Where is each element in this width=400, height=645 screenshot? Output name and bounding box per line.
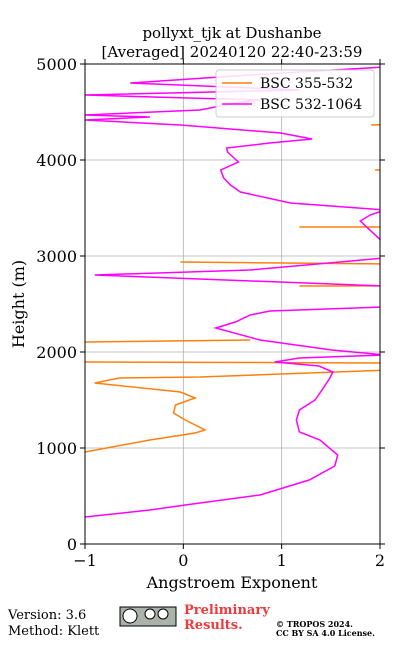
y-tick-label: 5000: [36, 55, 77, 74]
preliminary: Results.: [184, 618, 243, 633]
x-axis-label: Angstroem Exponent: [146, 573, 318, 592]
chart-title: pollyxt_tjk at Dushanbe: [142, 24, 321, 42]
x-tick-label: 0: [178, 551, 188, 570]
x-tick-label: 2: [375, 551, 385, 570]
x-tick-label: 1: [277, 551, 287, 570]
legend-label: BSC 355-532: [260, 76, 353, 92]
y-tick-label: 3000: [36, 247, 77, 266]
y-axis-label: Height (m): [9, 260, 28, 348]
y-tick-label: 4000: [36, 151, 77, 170]
series-line: [85, 124, 380, 453]
preliminary: Preliminary: [184, 603, 270, 618]
cc-badge: [119, 606, 177, 627]
y-tick-label: 1000: [36, 439, 77, 458]
y-tick-label: 0: [67, 535, 77, 554]
chart-subtitle: [Averaged] 20240120 22:40-23:59: [102, 43, 363, 61]
copyright: CC BY SA 4.0 License.: [276, 628, 375, 638]
version: Version: 3.6: [7, 608, 86, 623]
series-line: [85, 66, 380, 518]
x-tick-label: −1: [73, 551, 97, 570]
plot-area: [85, 66, 380, 518]
method: Method: Klett: [8, 624, 100, 639]
copyright: © TROPOS 2024.: [276, 619, 353, 629]
plot-frame: [84, 63, 381, 545]
legend-label: BSC 532-1064: [260, 97, 362, 113]
legend-box: [215, 69, 375, 118]
y-tick-label: 2000: [36, 343, 77, 362]
